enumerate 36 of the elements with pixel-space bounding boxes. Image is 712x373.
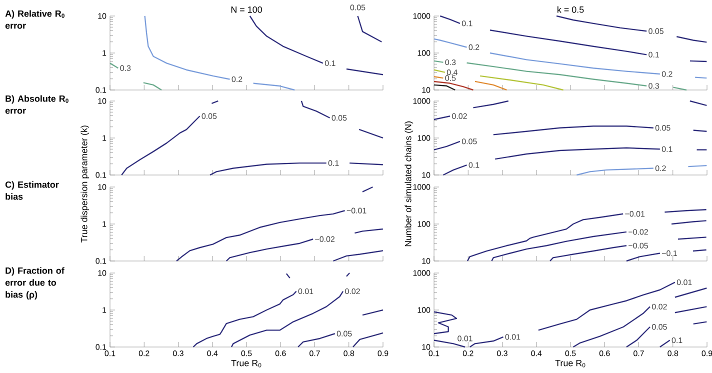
y-axis-title: True dispersion parameter (k) [80, 126, 90, 243]
line-series [538, 282, 676, 331]
line-series [433, 311, 458, 334]
text: C) Estimator bias [5, 181, 59, 200]
text: k = 0.5 [558, 6, 584, 13]
text: D) Fraction of error due to bias (ρ) [5, 267, 64, 300]
line-series [332, 250, 384, 262]
line-series [489, 52, 661, 75]
line-series [556, 15, 648, 32]
chart-title: A) Relative R$_{0}$ error [5, 10, 64, 29]
line-series [433, 80, 474, 91]
line-series [489, 30, 648, 56]
x-axis-title: True R$_{0}$ [555, 360, 586, 368]
line-series [249, 15, 324, 64]
line-series [121, 116, 200, 176]
line-series [466, 213, 624, 262]
line-series [300, 100, 330, 118]
line-series [576, 168, 654, 176]
chart-title: B) Absolute R$_{0}$ error [5, 95, 68, 114]
line-series [466, 62, 648, 87]
line-series [176, 210, 346, 262]
line-series [479, 75, 564, 91]
line-series [144, 15, 230, 80]
line-series [226, 238, 314, 262]
line-series [549, 245, 628, 262]
line-series [494, 147, 661, 160]
line-series [492, 126, 654, 136]
x-axis-title: True R$_{0}$ [231, 360, 262, 368]
line-series [572, 306, 651, 348]
line-series [209, 162, 327, 176]
line-series [491, 231, 628, 262]
y-axis-title: Number of simulated chains (N) [404, 121, 414, 246]
text: N = 100 [231, 6, 262, 13]
line-series [297, 333, 336, 348]
line-series [433, 38, 468, 48]
line-series [192, 290, 297, 348]
